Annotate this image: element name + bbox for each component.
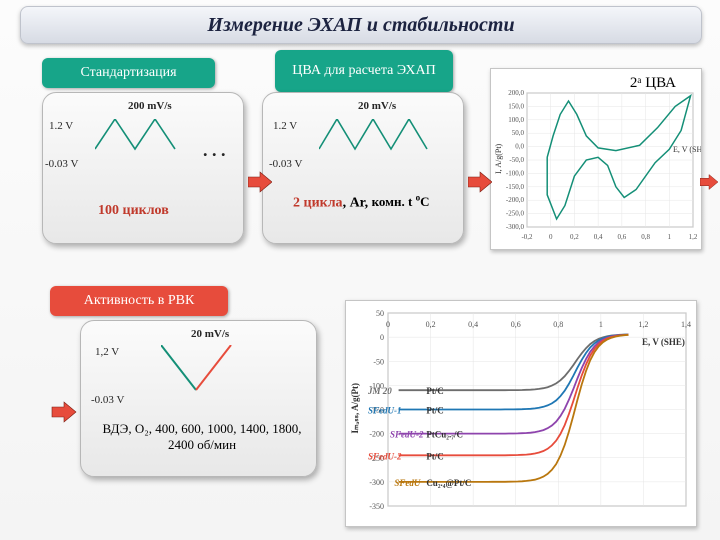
pill-cv-echap: ЦВА для расчета ЭХАП <box>275 50 453 92</box>
svg-text:I, A/g(Pt): I, A/g(Pt) <box>494 143 503 174</box>
panel-rvk: 20 mV/s 1,2 V -0.03 V ВДЭ, O₂, 400, 600,… <box>80 320 317 477</box>
cv-plot-svg: -0,2 0 0,2 0,4 0,6 0,8 1 1,2 200,0 150,0 100,0 50,0… <box>491 69 701 249</box>
svg-text:0: 0 <box>380 333 384 342</box>
svg-text:-300,0: -300,0 <box>506 223 525 231</box>
svg-text:-350: -350 <box>369 502 384 511</box>
svg-text:Cu₂.₄@Pt/C: Cu₂.₄@Pt/C <box>426 478 471 488</box>
svg-text:0,6: 0,6 <box>617 233 626 241</box>
svg-text:PtCu₂.₇/C: PtCu₂.₇/C <box>426 430 463 440</box>
svg-text:SFedU: SFedU <box>394 478 421 488</box>
panel-cv-echap: 20 mV/s 1.2 V -0.03 V 2 цикла, Ar, комн.… <box>262 92 464 244</box>
arrow-icon <box>700 170 718 194</box>
p3-vlow: -0.03 V <box>91 395 125 406</box>
orr-plot: 00,20,40,60,811,21,4500-50-100-150-200-2… <box>345 300 697 527</box>
svg-text:-200: -200 <box>369 430 384 439</box>
svg-text:150,0: 150,0 <box>508 102 524 110</box>
arrow-icon <box>468 170 492 194</box>
svg-text:1: 1 <box>599 320 603 329</box>
svg-text:0,8: 0,8 <box>553 320 563 329</box>
arrow-icon <box>248 170 272 194</box>
arrow-icon <box>50 400 78 424</box>
svg-text:0,8: 0,8 <box>641 233 650 241</box>
svg-text:-50,0: -50,0 <box>509 156 524 164</box>
title-bar: Измерение ЭХАП и стабильности <box>20 6 702 44</box>
svg-text:Pt/C: Pt/C <box>426 386 444 396</box>
svg-text:-100,0: -100,0 <box>506 169 525 177</box>
svg-text:-300: -300 <box>369 478 384 487</box>
svg-text:200,0: 200,0 <box>508 89 524 97</box>
svg-text:JM 20: JM 20 <box>367 386 392 396</box>
p2-vhigh: 1.2 V <box>273 121 299 132</box>
pill-rvk: Активность в РВК <box>50 286 228 316</box>
page-title: Измерение ЭХАП и стабильности <box>207 14 514 37</box>
svg-text:-50: -50 <box>373 357 384 366</box>
svg-text:1,4: 1,4 <box>681 320 691 329</box>
svg-text:SFedU-1: SFedU-1 <box>368 406 402 416</box>
svg-text:0,6: 0,6 <box>511 320 521 329</box>
svg-text:-150,0: -150,0 <box>506 183 525 191</box>
p1-cycles: 100 циклов <box>98 203 169 219</box>
svg-text:0: 0 <box>386 320 390 329</box>
svg-text:0,4: 0,4 <box>594 233 603 241</box>
p3-vhigh: 1,2 V <box>95 347 121 358</box>
slide: Измерение ЭХАП и стабильности Стандартиз… <box>0 0 720 540</box>
svg-text:0,4: 0,4 <box>468 320 478 329</box>
p1-scanrate: 200 mV/s <box>128 101 172 112</box>
svg-text:1: 1 <box>668 233 672 241</box>
svg-text:-0,2: -0,2 <box>521 233 533 241</box>
panel-standardization: 200 mV/s 1.2 V -0.03 V . . . 100 циклов <box>42 92 244 244</box>
svg-text:0,0: 0,0 <box>515 143 524 151</box>
p2-cycles: 2 цикла, Ar, комн. t oC <box>293 193 453 211</box>
svg-text:E, V (SHE): E, V (SHE) <box>673 145 701 154</box>
p3-scanrate: 20 mV/s <box>191 329 229 340</box>
p2-scanrate: 20 mV/s <box>358 101 396 112</box>
svg-text:E, V (SHE): E, V (SHE) <box>642 337 685 347</box>
orr-plot-svg: 00,20,40,60,811,21,4500-50-100-150-200-2… <box>346 301 696 526</box>
svg-text:100,0: 100,0 <box>508 116 524 124</box>
p1-wave <box>95 119 200 153</box>
pill-standardization: Стандартизация <box>42 58 215 88</box>
svg-text:0,2: 0,2 <box>426 320 436 329</box>
p1-vhigh: 1.2 V <box>49 121 75 132</box>
svg-text:50: 50 <box>376 309 384 318</box>
svg-text:50,0: 50,0 <box>512 129 525 137</box>
svg-text:-200,0: -200,0 <box>506 196 525 204</box>
p3-caption: ВДЭ, O₂, 400, 600, 1000, 1400, 1800, 240… <box>97 421 307 453</box>
svg-text:1,2: 1,2 <box>689 233 698 241</box>
svg-text:SFedU-2: SFedU-2 <box>368 451 402 461</box>
svg-text:Pt/C: Pt/C <box>426 451 444 461</box>
cv-plot: 2ᵃ ЦВА -0,200,20,40,60,811,2200,0150,010… <box>490 68 702 250</box>
p1-ellipsis: . . . <box>203 141 226 159</box>
p2-wave <box>319 119 431 153</box>
p3-vshape <box>161 345 241 393</box>
svg-text:0,2: 0,2 <box>570 233 579 241</box>
svg-text:Pt/C: Pt/C <box>426 406 444 416</box>
svg-text:0: 0 <box>549 233 553 241</box>
svg-text:1,2: 1,2 <box>638 320 648 329</box>
svg-text:SFedU-2: SFedU-2 <box>390 430 424 440</box>
svg-text:-250,0: -250,0 <box>506 210 525 218</box>
p2-vlow: -0.03 V <box>269 159 303 170</box>
svg-text:Iₘₐₛₛ, A/g(Pt): Iₘₐₛₛ, A/g(Pt) <box>350 383 360 433</box>
p1-vlow: -0.03 V <box>45 159 79 170</box>
